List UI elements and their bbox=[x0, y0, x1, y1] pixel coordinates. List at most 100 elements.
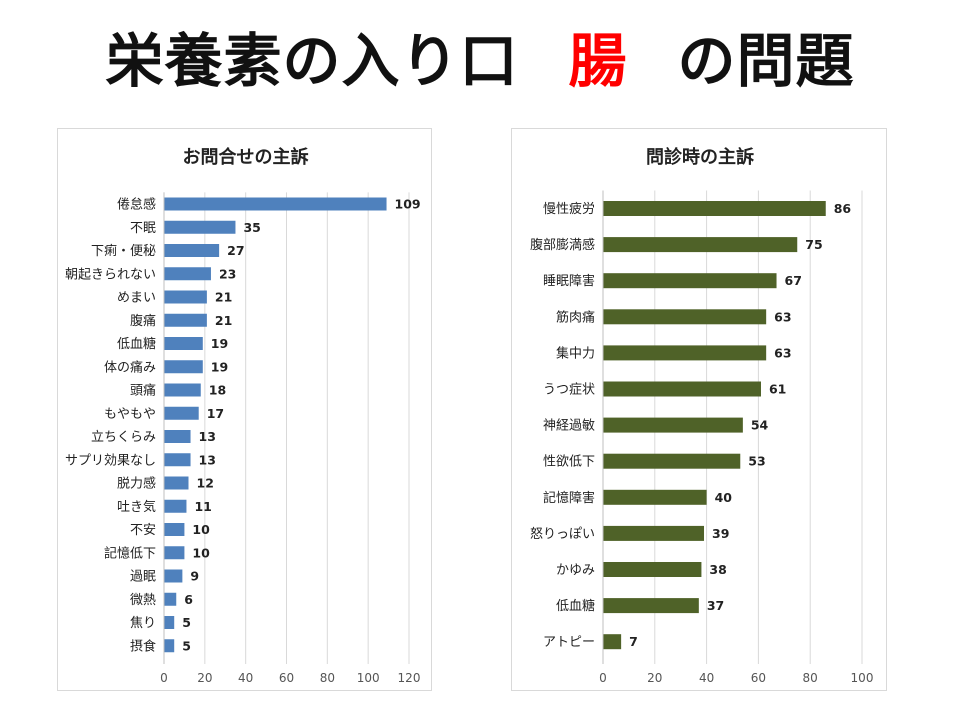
bar bbox=[164, 430, 191, 443]
tick-label: 40 bbox=[699, 671, 714, 685]
category-label: かゆみ bbox=[556, 563, 595, 578]
category-label: めまい bbox=[117, 291, 156, 306]
data-label: 35 bbox=[243, 220, 260, 235]
category-label: もやもや bbox=[104, 407, 156, 422]
bar bbox=[164, 523, 185, 536]
data-label: 13 bbox=[199, 429, 216, 444]
category-label: 焦り bbox=[130, 616, 156, 631]
tick-label: 60 bbox=[279, 671, 294, 685]
data-label: 19 bbox=[211, 336, 228, 351]
bar bbox=[164, 383, 201, 397]
category-label: 微熱 bbox=[130, 593, 156, 608]
bar bbox=[164, 244, 220, 257]
title-highlight: 腸 bbox=[568, 27, 628, 95]
bar bbox=[164, 546, 185, 560]
bar bbox=[164, 313, 207, 327]
category-label: 倦怠感 bbox=[117, 197, 156, 213]
bar bbox=[603, 417, 743, 433]
category-label: 過眠 bbox=[130, 570, 156, 585]
data-label: 21 bbox=[215, 290, 232, 305]
data-label: 63 bbox=[774, 309, 791, 324]
tick-label: 80 bbox=[320, 671, 335, 685]
data-label: 38 bbox=[709, 562, 726, 577]
data-label: 18 bbox=[209, 383, 226, 398]
data-label: 40 bbox=[715, 490, 733, 505]
chart-title: 問診時の主訴 bbox=[646, 146, 754, 168]
category-label: うつ症状 bbox=[543, 383, 595, 398]
category-label: 頭痛 bbox=[130, 383, 156, 399]
category-label: 体の痛み bbox=[104, 359, 156, 375]
bar bbox=[164, 360, 203, 374]
data-label: 10 bbox=[192, 545, 210, 560]
bar bbox=[164, 337, 203, 350]
data-label: 53 bbox=[748, 454, 765, 469]
data-label: 21 bbox=[215, 313, 232, 328]
category-label: アトピー bbox=[543, 635, 595, 650]
data-label: 5 bbox=[182, 638, 191, 653]
category-label: 集中力 bbox=[556, 345, 595, 361]
bar bbox=[164, 220, 236, 234]
data-label: 13 bbox=[199, 452, 216, 467]
data-label: 86 bbox=[834, 201, 852, 216]
data-label: 109 bbox=[395, 197, 421, 212]
bar bbox=[164, 406, 199, 420]
category-label: 性欲低下 bbox=[543, 454, 595, 470]
category-label: 不安 bbox=[130, 523, 156, 538]
bar bbox=[603, 381, 761, 397]
category-label: 下痢・便秘 bbox=[91, 243, 156, 259]
data-label: 19 bbox=[211, 359, 228, 374]
tick-label: 0 bbox=[160, 671, 168, 685]
bar bbox=[164, 476, 189, 490]
bar bbox=[603, 345, 767, 361]
chart-title: お問合せの主訴 bbox=[183, 146, 309, 168]
bar bbox=[603, 309, 767, 325]
category-label: 筋肉痛 bbox=[556, 309, 595, 325]
category-label: 吐き気 bbox=[117, 499, 156, 515]
tick-label: 80 bbox=[803, 671, 818, 685]
category-label: 記憶障害 bbox=[543, 490, 595, 506]
tick-label: 100 bbox=[851, 671, 874, 685]
data-label: 5 bbox=[182, 615, 191, 630]
bar bbox=[603, 237, 798, 253]
tick-label: 40 bbox=[238, 671, 253, 685]
data-label: 67 bbox=[785, 273, 802, 288]
chart-panel-inquiry-complaints: お問合せの主訴 倦怠感 109 不眠 35 下痢・便秘 27 朝起きられない 23 めまい 21 腹痛… bbox=[57, 128, 432, 691]
bar bbox=[164, 592, 177, 606]
data-label: 61 bbox=[769, 382, 786, 397]
category-label: サプリ効果なし bbox=[65, 453, 156, 468]
category-label: 睡眠障害 bbox=[543, 273, 595, 289]
data-label: 23 bbox=[219, 266, 236, 281]
bar bbox=[164, 639, 175, 653]
category-label: 低血糖 bbox=[556, 598, 595, 614]
bar bbox=[603, 453, 741, 469]
category-label: 朝起きられない bbox=[65, 267, 156, 282]
category-label: 怒りっぽい bbox=[530, 527, 595, 542]
title-after: の問題 bbox=[677, 27, 855, 95]
data-label: 63 bbox=[774, 345, 791, 360]
data-label: 11 bbox=[194, 499, 211, 514]
chart-panel-consultation-complaints: 問診時の主訴 慢性疲労 86 腹部膨満感 75 睡眠障害 67 筋肉痛 63 集中力 63 うつ症状 6… bbox=[511, 128, 887, 691]
category-label: 腹痛 bbox=[130, 313, 156, 329]
tick-label: 20 bbox=[197, 671, 212, 685]
tick-label: 0 bbox=[599, 671, 607, 685]
data-label: 9 bbox=[190, 569, 199, 584]
bar bbox=[603, 273, 777, 289]
data-label: 39 bbox=[712, 526, 729, 541]
tick-label: 20 bbox=[647, 671, 662, 685]
bar bbox=[164, 453, 191, 467]
bar bbox=[164, 197, 387, 211]
bar bbox=[164, 267, 211, 281]
category-label: 低血糖 bbox=[117, 336, 156, 352]
category-label: 立ちくらみ bbox=[91, 430, 156, 445]
slide-title: 栄養素の入り口腸の問題 bbox=[0, 26, 960, 96]
bar bbox=[164, 616, 175, 629]
data-label: 17 bbox=[207, 406, 224, 421]
tick-label: 100 bbox=[357, 671, 380, 685]
data-label: 54 bbox=[751, 418, 769, 433]
bar bbox=[603, 525, 705, 541]
bar bbox=[603, 489, 707, 505]
data-label: 7 bbox=[629, 634, 638, 649]
category-label: 脱力感 bbox=[117, 476, 156, 492]
data-label: 6 bbox=[184, 592, 193, 607]
